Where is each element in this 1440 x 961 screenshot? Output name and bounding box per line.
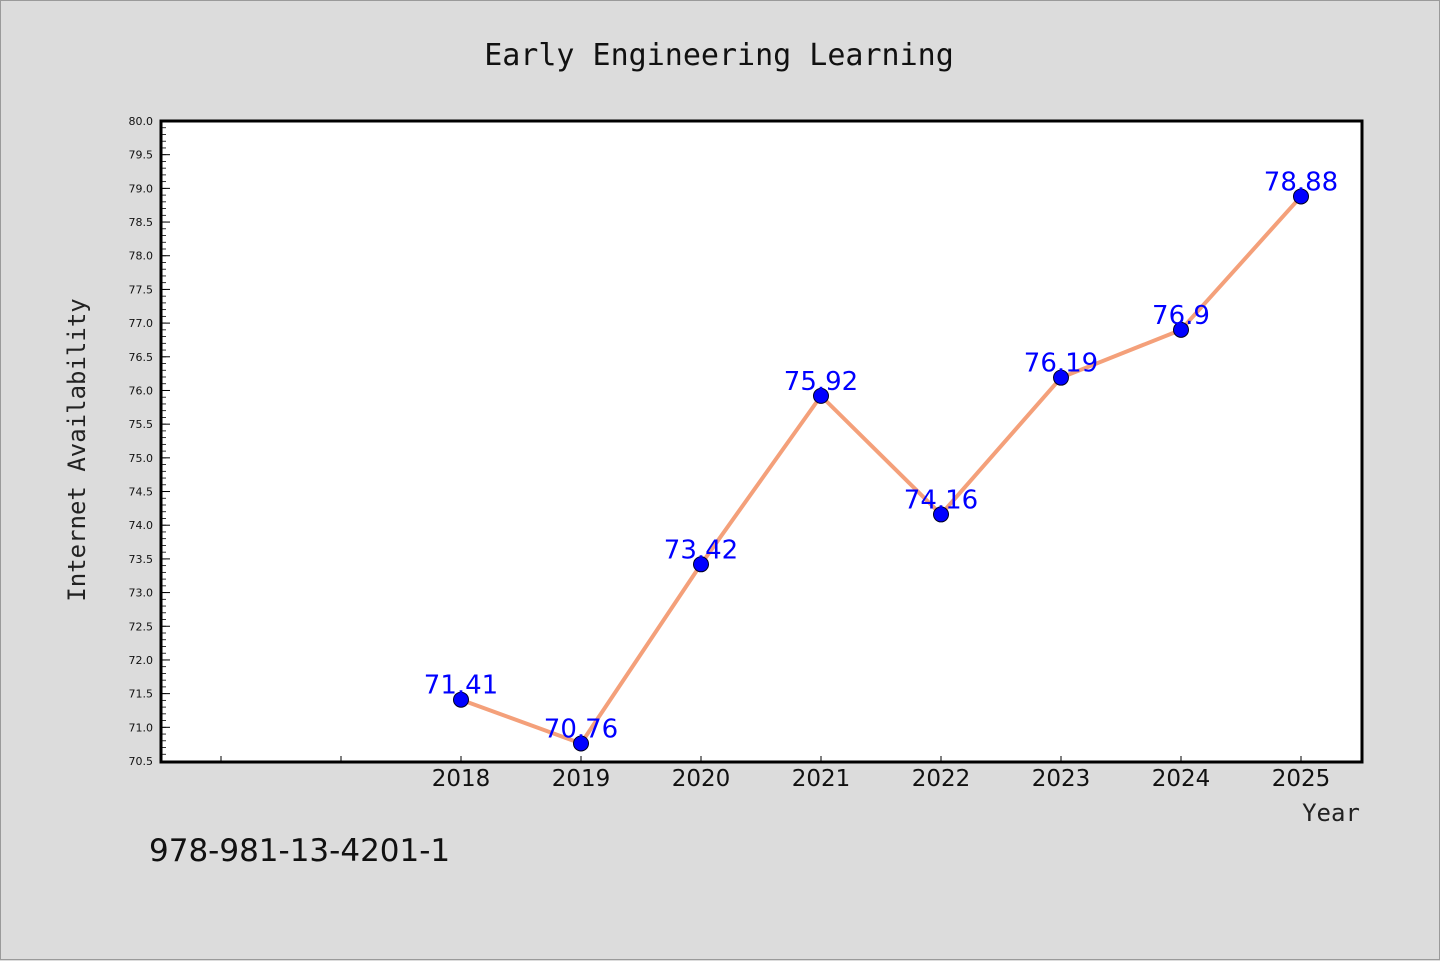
y-tick-label: 75.0 [129, 452, 154, 465]
x-tick-label: 2021 [792, 766, 851, 792]
y-tick-label: 77.0 [129, 317, 154, 330]
isbn-code: 978-981-13-4201-1 [149, 833, 451, 869]
y-tick-label: 76.0 [129, 384, 154, 397]
x-axis-label: Year [1302, 799, 1360, 827]
data-point [573, 735, 589, 752]
data-label: 71.41 [424, 671, 498, 701]
y-tick-label: 73.5 [129, 553, 154, 566]
series-group [453, 188, 1309, 752]
y-tick-label: 74.5 [129, 486, 154, 499]
data-point [1053, 369, 1069, 386]
x-tick-label: 2022 [912, 766, 971, 792]
data-label: 76.9 [1152, 301, 1210, 331]
y-tick-label: 79.5 [129, 149, 154, 162]
x-tick-label: 2024 [1152, 766, 1211, 792]
data-point [1173, 321, 1189, 338]
x-tick-label: 2020 [672, 766, 731, 792]
y-tick-label: 79.0 [129, 182, 154, 195]
data-point [693, 556, 709, 573]
x-tick-label: 2018 [432, 766, 491, 792]
x-tick-label: 2025 [1272, 766, 1331, 792]
x-tick-label: 2019 [552, 766, 611, 792]
data-point [813, 387, 829, 404]
y-tick-label: 72.0 [129, 654, 154, 667]
y-tick-label: 75.5 [129, 418, 154, 431]
y-tick-label: 73.0 [129, 587, 154, 600]
y-tick-label: 77.5 [129, 283, 154, 296]
data-point [1293, 188, 1309, 205]
y-axis-label: Internet Availability [63, 298, 91, 601]
plot-area [159, 119, 1364, 764]
x-axis: 2018 2019 2020 2021 2022 2023 2024 2025 [220, 756, 1331, 792]
x-tick-label: 2023 [1032, 766, 1091, 792]
data-label: 78.88 [1264, 167, 1338, 197]
y-tick-label: 76.5 [129, 351, 154, 364]
y-tick-label: 74.0 [129, 519, 154, 532]
y-tick-label: 78.5 [129, 216, 154, 229]
data-label: 76.19 [1024, 349, 1098, 379]
y-axis: 70.5 71.0 71.5 72.0 72.5 73.0 73.5 74.0 74.5 75.0… [129, 115, 170, 768]
data-point [933, 506, 949, 523]
y-tick-label: 71.0 [129, 721, 154, 734]
y-tick-label: 71.5 [129, 688, 154, 701]
y-tick-label: 70.5 [129, 755, 154, 768]
y-tick-label: 72.5 [129, 620, 154, 633]
y-tick-label: 80.0 [129, 115, 154, 128]
data-label: 73.42 [664, 535, 738, 565]
data-label: 74.16 [904, 485, 978, 515]
data-point [453, 691, 469, 708]
data-label: 70.76 [544, 714, 618, 744]
series-line [460, 195, 1303, 746]
chart-title: Early Engineering Learning [484, 38, 954, 73]
data-label: 75.92 [784, 367, 858, 397]
data-labels: 71.41 70.76 73.42 75.92 74.16 76.19 76.9 78.88 [424, 167, 1338, 744]
y-tick-label: 78.0 [129, 250, 154, 263]
